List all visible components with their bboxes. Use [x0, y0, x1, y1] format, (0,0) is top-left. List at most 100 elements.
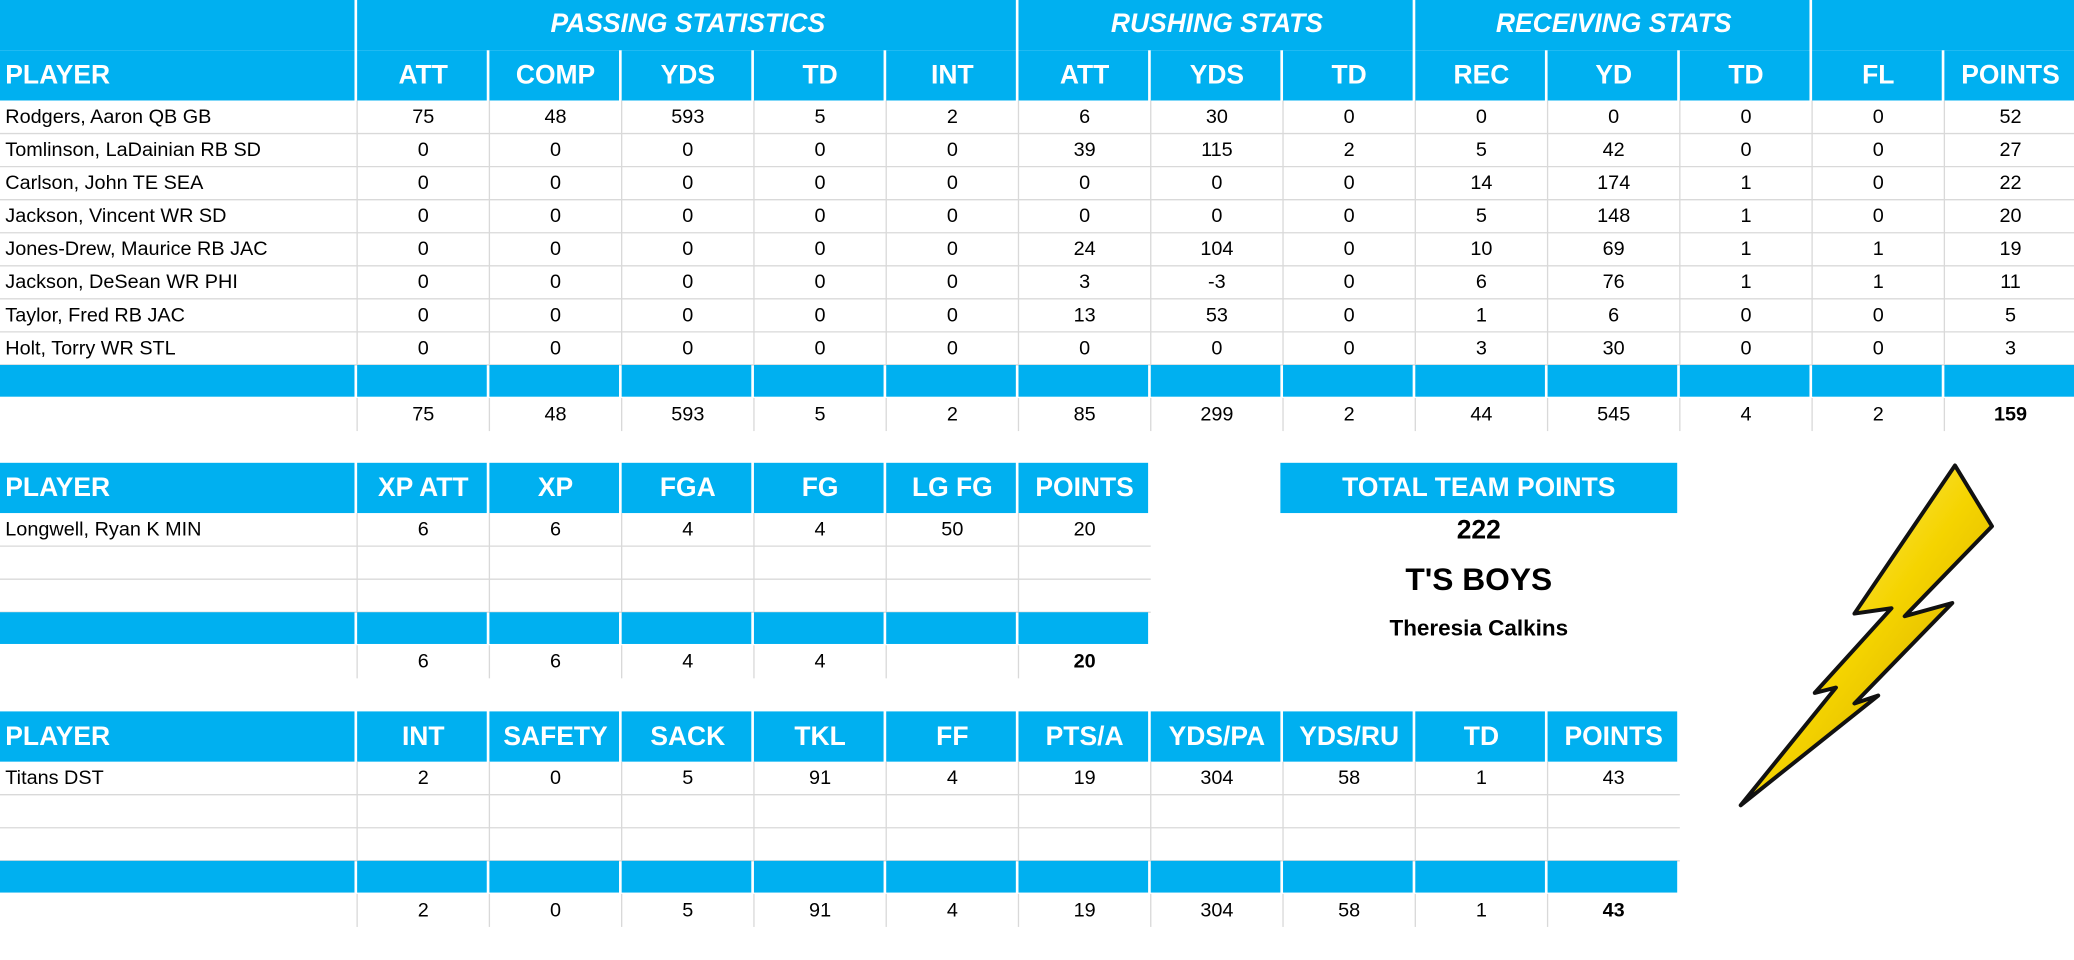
total-cell: 545 [1597, 403, 1630, 425]
total-cell: 91 [809, 899, 831, 921]
cell: 0 [1344, 238, 1355, 260]
separator-cell [489, 612, 620, 644]
cell: 30 [1206, 106, 1228, 128]
total-cell: 5 [682, 899, 693, 921]
total-cell: 85 [1074, 403, 1096, 425]
header-cell [1547, 50, 1678, 101]
cell: 0 [682, 337, 693, 359]
team-owner: Theresia Calkins [1389, 615, 1568, 640]
header-cell [1018, 711, 1149, 762]
group-header-cell [1018, 0, 1413, 51]
header-cell [489, 711, 620, 762]
cell: 0 [947, 172, 958, 194]
column-header: PTS/A [1046, 721, 1124, 751]
header-cell [753, 711, 884, 762]
cell: Longwell, Ryan K MIN [5, 518, 201, 540]
cell: 0 [815, 172, 826, 194]
cell: 10 [1470, 238, 1492, 260]
column-header: YDS/PA [1169, 721, 1265, 751]
column-header: XP [538, 472, 573, 502]
cell: 0 [947, 337, 958, 359]
separator-cell [0, 612, 355, 644]
cell: 42 [1603, 139, 1625, 161]
header-cell [1283, 50, 1413, 101]
header-cell [1283, 711, 1413, 762]
cell: 0 [815, 139, 826, 161]
cell: 0 [550, 238, 561, 260]
total-cell: 44 [1470, 403, 1492, 425]
cell: 69 [1603, 238, 1625, 260]
total-cell: 19 [1074, 899, 1096, 921]
cell: 0 [1344, 205, 1355, 227]
cell: 0 [1873, 304, 1884, 326]
cell: Rodgers, Aaron QB GB [5, 106, 211, 128]
cell: 5 [1476, 205, 1487, 227]
cell: 0 [682, 172, 693, 194]
total-cell: 58 [1338, 899, 1360, 921]
separator-cell [1283, 860, 1413, 893]
cell: 0 [1476, 106, 1487, 128]
separator-cell [357, 860, 487, 893]
separator-cell [0, 860, 355, 893]
cell: 5 [1476, 139, 1487, 161]
cell: 0 [1344, 172, 1355, 194]
header-cell [357, 462, 487, 514]
cell: 0 [550, 304, 561, 326]
cell: 20 [1999, 205, 2021, 227]
column-header: INT [931, 60, 974, 90]
separator-cell [1812, 364, 1942, 397]
cell: 0 [1344, 271, 1355, 293]
total-cell: 299 [1200, 403, 1233, 425]
separator-cell [1547, 364, 1678, 397]
separator-cell [357, 364, 487, 397]
total-cell: 20 [1074, 651, 1096, 673]
separator-cell [621, 612, 752, 644]
cell: 43 [1603, 767, 1625, 789]
header-cell [886, 711, 1016, 762]
column-header: TKL [794, 721, 845, 751]
column-header: FL [1862, 60, 1894, 90]
column-header: TD [1464, 721, 1499, 751]
cell: 6 [1476, 271, 1487, 293]
cell: 39 [1074, 139, 1096, 161]
separator-cell [1547, 860, 1678, 893]
total-cell: 2 [418, 899, 429, 921]
total-cell: 0 [550, 899, 561, 921]
total-cell: 2 [1873, 403, 1884, 425]
total-cell: 4 [1740, 403, 1751, 425]
column-header: PLAYER [5, 472, 110, 502]
cell: 1 [1740, 238, 1751, 260]
cell: 1 [1740, 172, 1751, 194]
total-cell: 4 [682, 651, 693, 673]
header-cell [0, 711, 355, 762]
cell: 0 [947, 139, 958, 161]
separator-cell [1679, 364, 1810, 397]
cell: 0 [418, 337, 429, 359]
column-header: YD [1595, 60, 1632, 90]
cell: 0 [550, 139, 561, 161]
lightning-bolt [1738, 463, 1994, 808]
total-cell: 43 [1603, 899, 1625, 921]
total-cell: 6 [418, 651, 429, 673]
cell: 3 [1476, 337, 1487, 359]
separator-cell [886, 364, 1016, 397]
cell: 24 [1074, 238, 1096, 260]
cell: 148 [1597, 205, 1630, 227]
cell: Jackson, Vincent WR SD [5, 205, 226, 227]
separator-cell [1415, 860, 1545, 893]
cell: 0 [418, 238, 429, 260]
cell: 0 [1079, 337, 1090, 359]
cell: 0 [550, 337, 561, 359]
cell: 75 [412, 106, 434, 128]
column-header: XP ATT [378, 472, 469, 502]
cell: 593 [671, 106, 704, 128]
cell: 104 [1200, 238, 1233, 260]
cell: 5 [682, 767, 693, 789]
cell: 1 [1476, 304, 1487, 326]
cell: 6 [1079, 106, 1090, 128]
total-cell: 304 [1200, 899, 1233, 921]
cell: 6 [550, 518, 561, 540]
header-cell [1944, 50, 2074, 101]
cell: 13 [1074, 304, 1096, 326]
